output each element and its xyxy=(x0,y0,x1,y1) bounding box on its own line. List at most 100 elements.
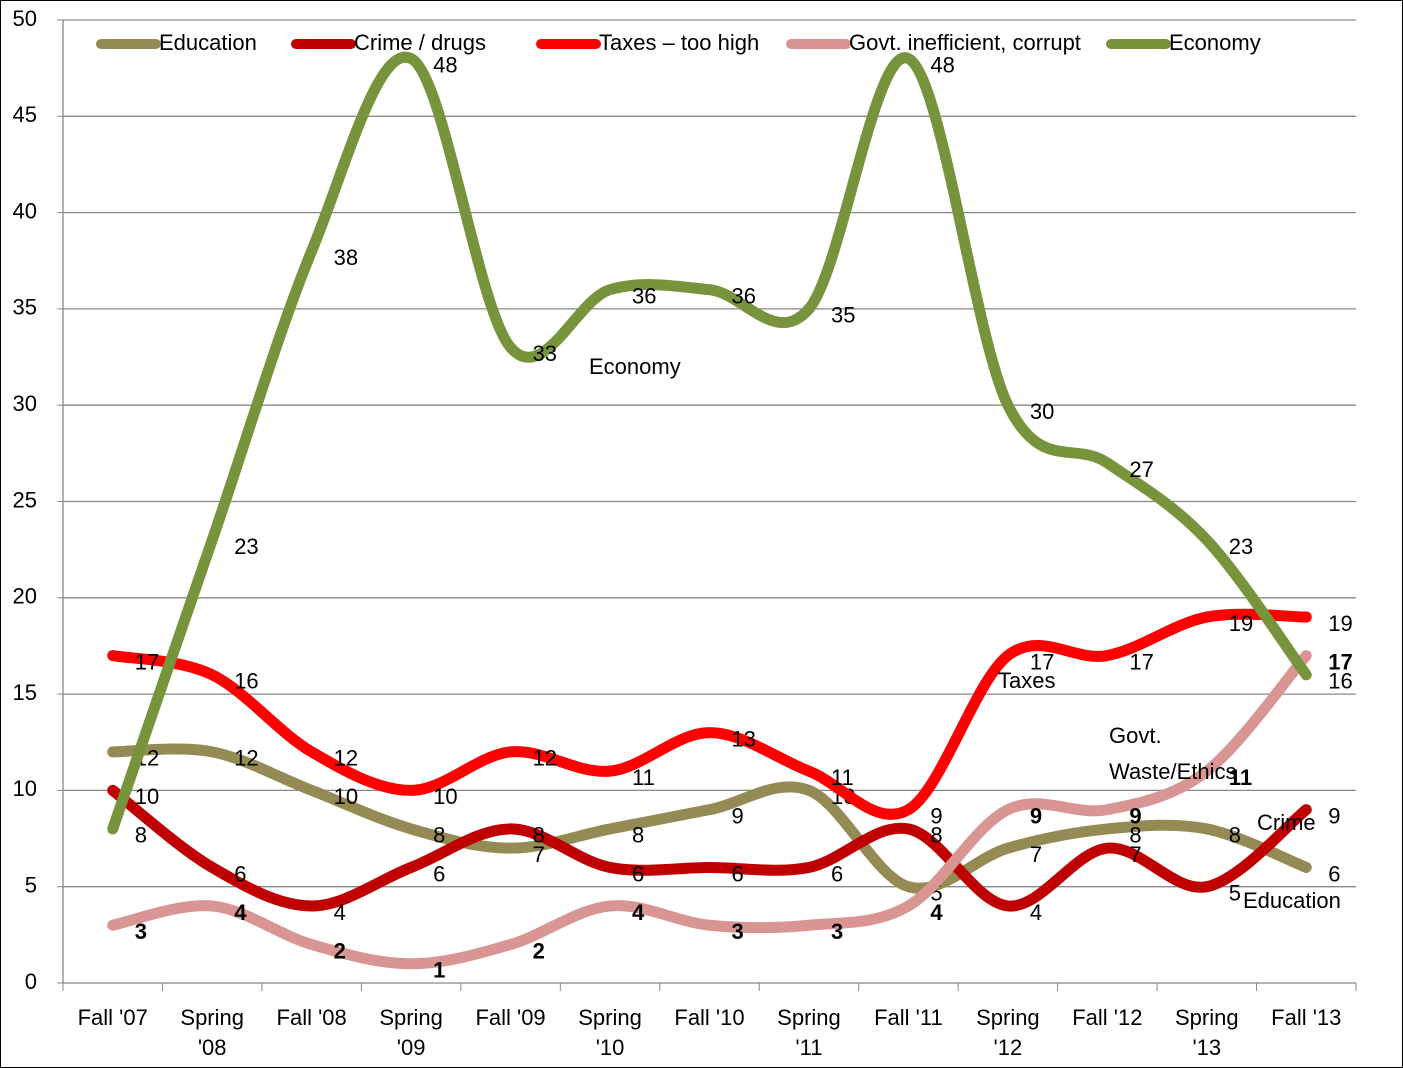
x-tick-label: Fall '08 xyxy=(276,1005,347,1030)
line xyxy=(107,51,1312,835)
data-label: 4 xyxy=(930,900,943,925)
data-label: 6 xyxy=(632,861,644,886)
annotation: Education xyxy=(1243,888,1341,913)
y-tick-label: 30 xyxy=(13,391,37,416)
data-label: 6 xyxy=(1328,861,1340,886)
data-label: 3 xyxy=(732,919,744,944)
data-label: 4 xyxy=(1030,900,1042,925)
data-label: 48 xyxy=(930,52,954,77)
data-label: 33 xyxy=(533,341,557,366)
data-label: 12 xyxy=(234,746,258,771)
x-tick-label: Spring '11 xyxy=(777,1005,841,1060)
line xyxy=(107,743,1312,894)
data-label: 3 xyxy=(831,919,843,944)
data-label: 6 xyxy=(831,861,843,886)
data-label: 7 xyxy=(1030,842,1042,867)
y-tick-label: 5 xyxy=(25,873,37,898)
legend-label: Govt. inefficient, corrupt xyxy=(849,30,1081,55)
x-tick-label: Spring '12 xyxy=(976,1005,1040,1060)
y-tick-label: 15 xyxy=(13,680,37,705)
x-tick-label: Spring '10 xyxy=(578,1005,642,1060)
data-label: 23 xyxy=(234,534,258,559)
legend-label: Crime / drugs xyxy=(354,30,486,55)
data-label: 5 xyxy=(1229,881,1241,906)
data-label: 11 xyxy=(632,765,655,790)
data-label: 7 xyxy=(533,842,545,867)
data-label: 8 xyxy=(930,823,942,848)
data-label: 19 xyxy=(1328,611,1352,636)
data-label: 9 xyxy=(930,803,942,828)
y-tick-label: 20 xyxy=(13,584,37,609)
data-label: 10 xyxy=(334,784,358,809)
y-tick-label: 35 xyxy=(13,295,37,320)
data-label: 4 xyxy=(632,900,645,925)
annotation: Taxes xyxy=(998,668,1055,693)
x-tick-label: Fall '09 xyxy=(475,1005,546,1030)
legend-label: Taxes – too high xyxy=(599,30,759,55)
data-label: 16 xyxy=(1328,669,1352,694)
data-label: 13 xyxy=(732,726,756,751)
x-tick-label: Fall '10 xyxy=(674,1005,745,1030)
data-label: 19 xyxy=(1229,611,1253,636)
data-label: 2 xyxy=(334,938,346,963)
data-label: 36 xyxy=(632,283,656,308)
data-label: 9 xyxy=(1328,803,1340,828)
data-label: 1 xyxy=(433,958,445,983)
data-label: 8 xyxy=(1129,823,1141,848)
x-tick-label: Spring '09 xyxy=(379,1005,443,1060)
data-label: 4 xyxy=(234,900,247,925)
data-label: 7 xyxy=(1129,842,1141,867)
x-tick-label: Spring '13 xyxy=(1175,1005,1239,1060)
data-label: 11 xyxy=(1229,765,1252,790)
line xyxy=(107,650,1312,970)
data-label: 10 xyxy=(135,784,159,809)
data-label: 17 xyxy=(1030,649,1054,674)
y-tick-label: 25 xyxy=(13,487,37,512)
data-label: 6 xyxy=(433,861,445,886)
data-label: 17 xyxy=(135,649,159,674)
data-label: 2 xyxy=(533,938,545,963)
y-tick-label: 40 xyxy=(13,198,37,223)
data-label: 6 xyxy=(234,861,246,886)
data-label: 4 xyxy=(334,900,346,925)
data-label: 8 xyxy=(632,823,644,848)
data-label: 12 xyxy=(334,746,358,771)
data-label: 11 xyxy=(831,765,854,790)
data-label: 17 xyxy=(1328,649,1352,674)
y-tick-label: 45 xyxy=(13,102,37,127)
annotation: Crime xyxy=(1257,810,1316,835)
data-label: 10 xyxy=(433,784,457,809)
x-tick-label: Fall '12 xyxy=(1072,1005,1143,1030)
data-label: 38 xyxy=(334,245,358,270)
data-label: 12 xyxy=(533,746,557,771)
data-label: 8 xyxy=(135,823,147,848)
data-label: 8 xyxy=(1229,823,1241,848)
x-tick-label: Fall '11 xyxy=(874,1005,943,1030)
data-label: 8 xyxy=(533,823,545,848)
y-tick-label: 10 xyxy=(13,776,37,801)
data-label: 6 xyxy=(732,861,744,886)
data-label: 9 xyxy=(1129,803,1141,828)
data-label: 27 xyxy=(1129,457,1153,482)
data-label: 23 xyxy=(1229,534,1253,559)
annotation: Govt. Waste/Ethics xyxy=(1109,723,1237,784)
x-tick-label: Fall '07 xyxy=(77,1005,148,1030)
data-label: 8 xyxy=(433,823,445,848)
data-label: 17 xyxy=(1129,649,1153,674)
annotation: Economy xyxy=(589,354,681,379)
data-label: 9 xyxy=(732,803,744,828)
y-tick-label: 50 xyxy=(13,6,37,31)
legend-label: Economy xyxy=(1169,30,1261,55)
data-label: 48 xyxy=(433,52,457,77)
x-tick-label: Spring '08 xyxy=(180,1005,244,1060)
data-label: 30 xyxy=(1030,399,1054,424)
data-label: 16 xyxy=(234,669,258,694)
line xyxy=(107,784,1312,912)
data-label: 36 xyxy=(732,283,756,308)
line xyxy=(107,608,1312,820)
legend-label: Education xyxy=(159,30,257,55)
data-label: 9 xyxy=(1030,803,1042,828)
data-label: 3 xyxy=(135,919,147,944)
y-tick-label: 0 xyxy=(25,969,37,994)
